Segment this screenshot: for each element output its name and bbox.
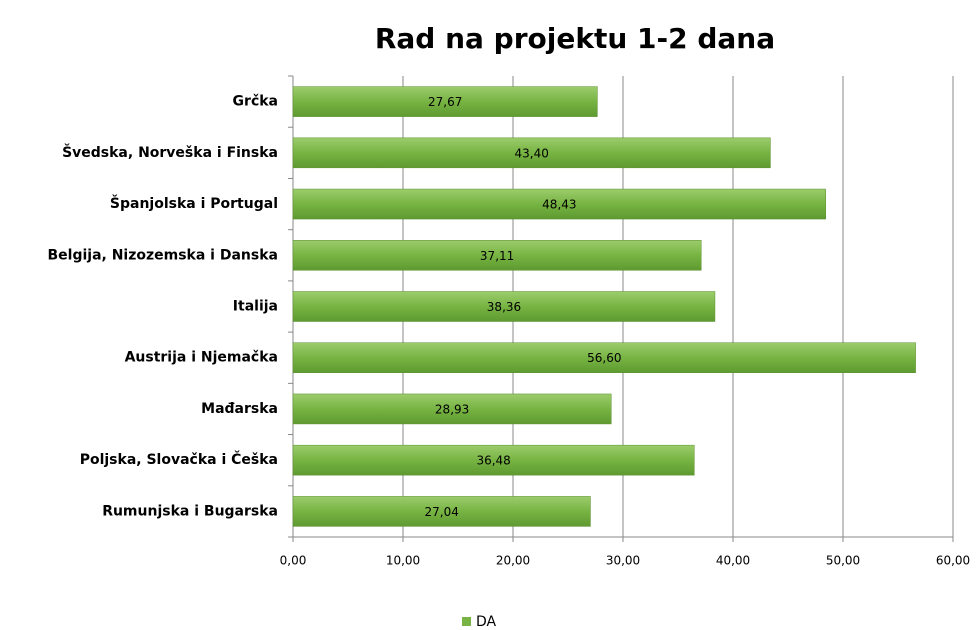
x-tick-label: 60,00	[936, 554, 970, 568]
y-tick-label: Italija	[233, 299, 278, 315]
bar	[292, 444, 695, 476]
x-tick-label: 40,00	[716, 554, 750, 568]
value-label: 38,36	[487, 300, 521, 314]
y-tick-label: Rumunjska i Bugarska	[102, 503, 278, 519]
value-label: 48,43	[542, 198, 576, 212]
legend-swatch	[462, 617, 471, 626]
y-tick-label: Grčka	[233, 94, 278, 110]
y-tick-label: Austrija i Njemačka	[125, 350, 278, 366]
x-tick-label: 20,00	[496, 554, 530, 568]
y-tick-label: Belgija, Nizozemska i Danska	[47, 247, 278, 263]
y-tick-label: Španjolska i Portugal	[110, 194, 278, 212]
bar	[292, 291, 716, 322]
value-label: 43,40	[515, 146, 549, 160]
bar	[292, 240, 702, 271]
bar	[292, 342, 916, 373]
value-label: 27,67	[428, 95, 462, 109]
bar	[292, 188, 826, 220]
y-tick-label: Mađarska	[201, 401, 278, 417]
y-tick-label: Švedska, Norveška i Finska	[62, 143, 278, 161]
value-label: 56,60	[587, 351, 621, 365]
value-label: 27,04	[425, 505, 459, 519]
x-tick-label: 50,00	[826, 554, 860, 568]
x-tick-label: 30,00	[606, 554, 640, 568]
bar	[292, 496, 591, 527]
chart-title: Rad na projektu 1-2 dana	[375, 22, 775, 55]
legend-label: DA	[476, 614, 497, 630]
bar	[292, 393, 612, 425]
y-tick-label: Poljska, Slovačka i Češka	[80, 450, 278, 468]
bar	[292, 137, 771, 169]
value-label: 36,48	[476, 454, 510, 468]
bar	[292, 86, 598, 117]
x-tick-label: 10,00	[386, 554, 420, 568]
value-label: 28,93	[435, 402, 469, 416]
value-label: 37,11	[480, 249, 514, 263]
x-tick-label: 0,00	[280, 554, 307, 568]
